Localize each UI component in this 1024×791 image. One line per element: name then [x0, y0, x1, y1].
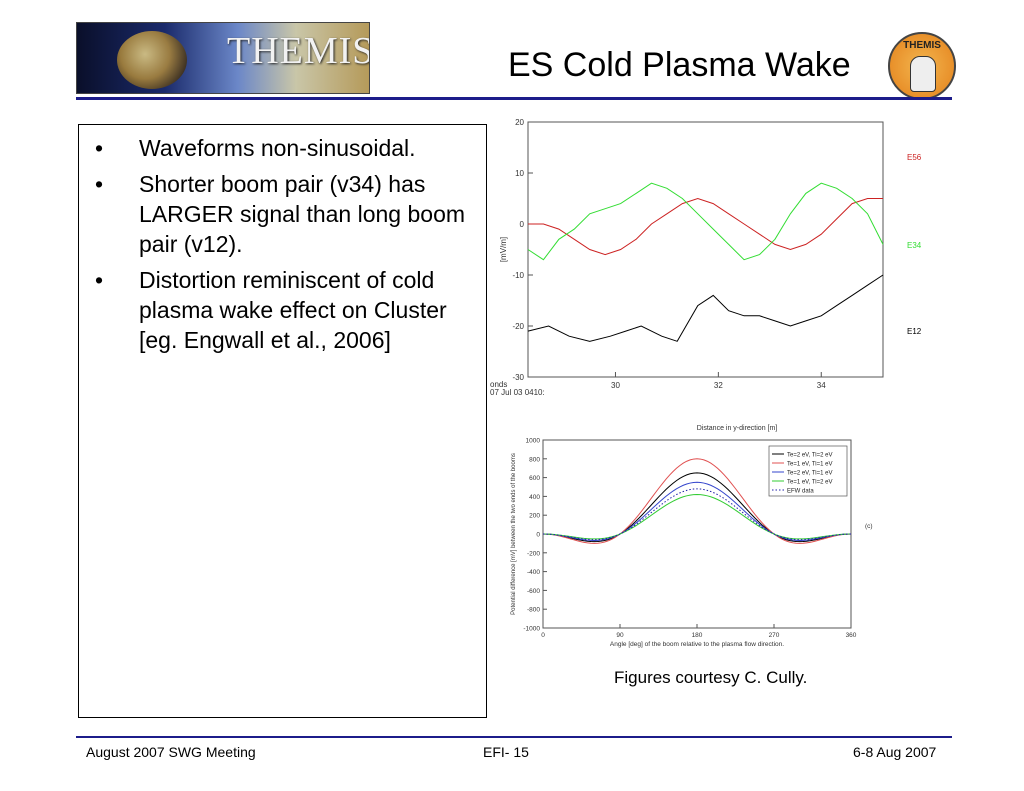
themis-mission-badge: THEMIS — [888, 32, 956, 100]
bullet-text: Waveforms non-sinusoidal. — [139, 135, 416, 161]
bullet-text: Distortion reminiscent of cold plasma wa… — [139, 267, 447, 353]
y-tick-label: -20 — [512, 322, 524, 331]
legend-entry: EFW data — [787, 489, 814, 495]
y-tick-label: -10 — [512, 271, 524, 280]
figure-caption: Figures courtesy C. Cully. — [614, 668, 808, 687]
y-tick-label: 20 — [515, 118, 524, 127]
footer-divider — [76, 736, 952, 738]
y-tick-label: -200 — [527, 550, 540, 557]
bullet-item: • Distortion reminiscent of cold plasma w… — [95, 265, 469, 355]
panel-label: (c) — [865, 523, 873, 530]
x-tick-label: 270 — [769, 632, 780, 639]
y-tick-label: -400 — [527, 569, 540, 576]
y-tick-label: 200 — [529, 513, 540, 520]
y-tick-label: -600 — [527, 588, 540, 595]
x-tick-label: 0 — [541, 632, 545, 639]
date-label: 07 Jul 03 0410: — [490, 388, 545, 397]
y-tick-label: -800 — [527, 607, 540, 614]
potential-difference-chart: Distance in y-direction [m] -1000 -800 -600… — [511, 425, 873, 648]
bullet-box: • Waveforms non-sinusoidal. • Shorter boom… — [78, 124, 487, 718]
bullet-list: • Waveforms non-sinusoidal. • Shorter boom… — [95, 133, 469, 361]
x-tick-label: 90 — [616, 632, 624, 639]
legend-entry: Te=2 eV, Ti=1 eV — [787, 471, 832, 477]
series-label: E34 — [907, 241, 922, 250]
footer-slide-number: EFI- 15 — [483, 744, 529, 760]
y-tick-label: 800 — [529, 456, 540, 463]
magnetosphere-graphic — [117, 31, 187, 89]
bullet-item: • Shorter boom pair (v34) has LARGER sign… — [95, 169, 469, 259]
badge-figure-icon — [910, 56, 936, 92]
y-tick-label: 0 — [536, 532, 540, 539]
y-tick-label: 10 — [515, 169, 524, 178]
y-tick-label: 400 — [529, 494, 540, 501]
bullet-marker: • — [95, 267, 104, 293]
y-axis-label: [mV/m] — [499, 237, 508, 262]
series-line — [527, 182, 884, 261]
y-tick-label: -1000 — [523, 626, 540, 633]
themis-banner-logo: THEMIS — [76, 22, 370, 94]
bullet-marker: • — [95, 171, 104, 197]
logo-text: THEMIS — [227, 30, 370, 72]
series-line — [542, 458, 852, 544]
y-tick-label: 1000 — [526, 438, 541, 445]
y-tick-label: 0 — [520, 220, 525, 229]
bullet-marker: • — [95, 135, 104, 161]
y-tick-label: 600 — [529, 475, 540, 482]
x-tick-label: 30 — [611, 381, 620, 390]
header-divider — [76, 97, 952, 100]
series-label: E56 — [907, 153, 922, 162]
series-line — [542, 488, 852, 541]
legend-entry: Te=1 eV, Ti=1 eV — [787, 462, 832, 468]
x-axis-label: Angle [deg] of the boom relative to the … — [610, 641, 784, 648]
series-line — [542, 494, 852, 540]
footer-date: 6-8 Aug 2007 — [853, 744, 937, 760]
series-line — [542, 472, 852, 543]
series-line — [542, 481, 852, 541]
x-tick-label: 360 — [846, 632, 857, 639]
series-line — [528, 197, 883, 256]
y-axis-label: Potential difference [mV] between the tw… — [511, 453, 517, 615]
x-axis-label: onds — [490, 380, 507, 389]
series-line — [527, 274, 884, 342]
footer-meeting: August 2007 SWG Meeting — [86, 744, 256, 760]
series-label: E12 — [907, 327, 922, 336]
bullet-text: Shorter boom pair (v34) has LARGER signa… — [139, 171, 466, 257]
x-tick-label: 34 — [817, 381, 826, 390]
x-tick-label: 180 — [692, 632, 703, 639]
badge-text: THEMIS — [903, 40, 941, 51]
bullet-item: • Waveforms non-sinusoidal. — [95, 133, 469, 163]
legend-entry: Te=2 eV, Ti=2 eV — [787, 453, 832, 459]
x-tick-label: 32 — [714, 381, 723, 390]
chart-title: Distance in y-direction [m] — [697, 425, 778, 432]
y-tick-label: -30 — [512, 373, 524, 382]
slide-title: ES Cold Plasma Wake — [508, 46, 851, 84]
legend-entry: Te=1 eV, Ti=2 eV — [787, 480, 832, 486]
